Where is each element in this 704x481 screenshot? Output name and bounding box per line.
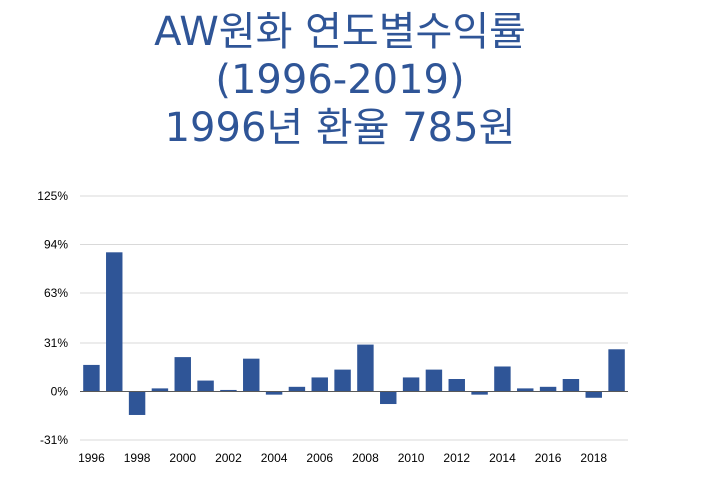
bar-2008 — [357, 344, 374, 392]
x-tick-label: 2014 — [489, 451, 516, 465]
bar-2011 — [425, 369, 443, 392]
bar-1999 — [151, 388, 169, 392]
bar-2000 — [174, 357, 191, 392]
bar-2003 — [243, 358, 260, 392]
x-tick-label: 1998 — [124, 451, 151, 465]
y-tick-label: 31% — [44, 336, 68, 350]
bar-2004 — [265, 391, 283, 395]
y-tick-label: 0% — [51, 385, 69, 399]
bar-2014 — [494, 366, 511, 392]
corner-blank — [636, 400, 704, 481]
x-tick-label: 2006 — [306, 451, 333, 465]
bar-2018 — [585, 391, 602, 398]
y-tick-label: 94% — [44, 237, 68, 251]
gridlines — [80, 195, 628, 441]
y-tick-label: 63% — [44, 286, 68, 300]
y-axis-tick-labels: -31% 0% 31% 63% 94% 125% — [37, 189, 68, 447]
bar-2019 — [608, 349, 625, 392]
bar-2007 — [334, 369, 351, 392]
x-tick-label: 2010 — [398, 451, 425, 465]
bar-2006 — [311, 377, 328, 392]
x-tick-label: 2012 — [443, 451, 470, 465]
x-axis-tick-labels: 1996 1998 2000 2002 2004 2006 2008 2010 2012 2014… — [78, 451, 607, 465]
title-line-2: (1996-2019) — [215, 57, 465, 103]
x-tick-label: 2018 — [580, 451, 607, 465]
x-tick-label: 2016 — [535, 451, 562, 465]
x-tick-label: 1996 — [78, 451, 105, 465]
bar-1996 — [83, 364, 100, 392]
bar-2010 — [402, 377, 420, 392]
bar-1997 — [106, 252, 123, 392]
x-tick-label: 2004 — [261, 451, 288, 465]
chart-title: AW원화 연도별수익률 (1996-2019) 1996년 환율 785원 — [0, 8, 680, 152]
y-tick-label: 125% — [37, 189, 68, 203]
bar-2001 — [197, 380, 214, 392]
x-tick-label: 2002 — [215, 451, 242, 465]
bar-2002 — [220, 389, 237, 392]
bars — [83, 252, 625, 415]
bar-2012 — [448, 379, 465, 392]
y-tick-label: -31% — [40, 433, 68, 447]
bar-2017 — [562, 379, 580, 392]
bar-2016 — [539, 386, 557, 392]
bar-2005 — [288, 386, 306, 392]
x-tick-label: 2000 — [169, 451, 196, 465]
bar-2013 — [471, 391, 488, 395]
title-line-1: AW원화 연도별수익률 — [154, 9, 526, 55]
bar-2015 — [517, 388, 534, 392]
title-line-3: 1996년 환율 785원 — [164, 105, 516, 151]
bar-2009 — [380, 391, 397, 405]
x-tick-label: 2008 — [352, 451, 379, 465]
bar-1998 — [128, 391, 146, 415]
